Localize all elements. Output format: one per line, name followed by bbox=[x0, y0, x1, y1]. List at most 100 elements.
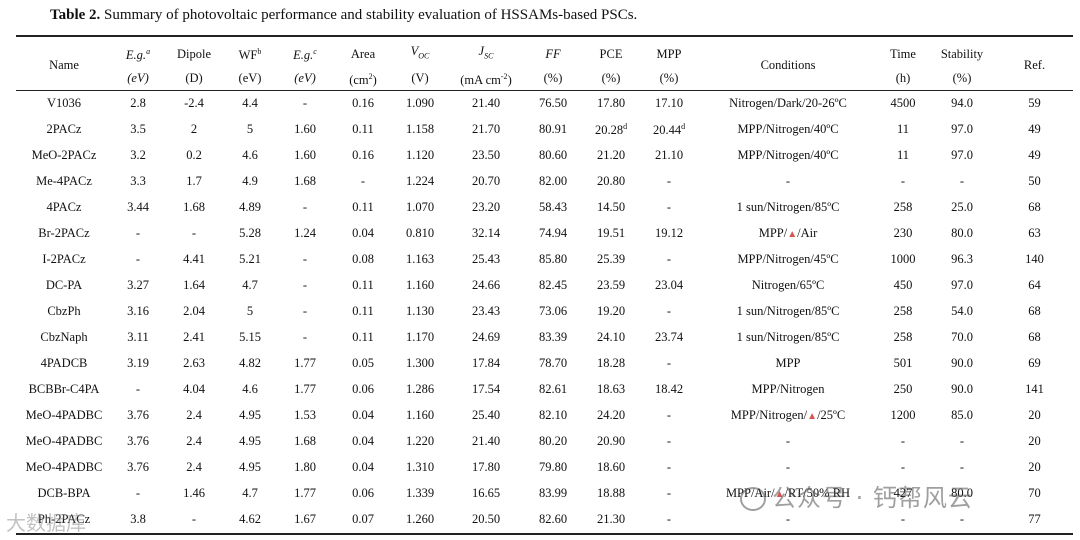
cell-pce: 20.28d bbox=[594, 121, 628, 137]
cell-jsc: 23.43 bbox=[471, 304, 501, 319]
cell-time: - bbox=[900, 460, 906, 475]
cell-egc: 1.68 bbox=[294, 174, 316, 189]
cell-area: 0.04 bbox=[352, 460, 374, 475]
cell-cond: - bbox=[785, 174, 791, 189]
watermark-secondary: 大数据库 bbox=[6, 507, 86, 536]
cell-jsc: 24.69 bbox=[471, 330, 501, 345]
cell-area: 0.04 bbox=[352, 434, 374, 449]
cell-mpp: - bbox=[666, 356, 672, 371]
cell-ref: 63 bbox=[1028, 226, 1041, 241]
cell-name: DCB-BPA bbox=[37, 486, 91, 501]
cell-area: 0.08 bbox=[352, 252, 374, 267]
cell-jsc: 32.14 bbox=[471, 226, 501, 241]
cell-ff: 82.10 bbox=[538, 408, 568, 423]
cell-ref: 20 bbox=[1028, 408, 1041, 423]
cell-eg: 3.19 bbox=[127, 356, 149, 371]
cell-egc: 1.60 bbox=[294, 122, 316, 137]
header-pce: PCE bbox=[599, 46, 623, 61]
cell-dipole: 0.2 bbox=[186, 148, 202, 163]
cell-stab: 90.0 bbox=[951, 382, 973, 397]
cell-stab: 97.0 bbox=[951, 122, 973, 137]
cell-dipole: 1.68 bbox=[183, 200, 205, 215]
cell-voc: 1.300 bbox=[405, 356, 435, 371]
cell-mpp: 21.10 bbox=[654, 148, 684, 163]
cell-eg: - bbox=[135, 226, 141, 241]
table-row: MeO-4PADBC 3.76 2.4 4.95 1.53 0.04 1.160 25.40 8… bbox=[16, 403, 1073, 429]
cell-name: 2PACz bbox=[46, 122, 82, 137]
cell-area: 0.07 bbox=[352, 512, 374, 527]
cell-jsc: 23.20 bbox=[471, 200, 501, 215]
cell-area: 0.11 bbox=[352, 330, 374, 345]
cell-voc: 1.130 bbox=[405, 304, 435, 319]
header-eg-c: E.g.c bbox=[293, 47, 317, 63]
cell-ref: 49 bbox=[1028, 148, 1041, 163]
header-eg-c-unit: (eV) bbox=[294, 71, 316, 86]
cell-dipole: 4.04 bbox=[183, 382, 205, 397]
cell-mpp: 23.04 bbox=[654, 278, 684, 293]
cell-area: 0.05 bbox=[352, 356, 374, 371]
cell-wf: 4.95 bbox=[239, 408, 261, 423]
cell-voc: 1.090 bbox=[405, 96, 435, 111]
cell-pce: 19.51 bbox=[596, 226, 626, 241]
cell-pce: 24.10 bbox=[596, 330, 626, 345]
cell-voc: 1.160 bbox=[405, 408, 435, 423]
cell-ff: 73.06 bbox=[538, 304, 568, 319]
cell-pce: 17.80 bbox=[596, 96, 626, 111]
cell-jsc: 17.84 bbox=[471, 356, 501, 371]
cell-cond: Nitrogen/Dark/20-26ºC bbox=[729, 96, 847, 111]
cell-mpp: - bbox=[666, 486, 672, 501]
cell-ff: 78.70 bbox=[538, 356, 568, 371]
cell-egc: - bbox=[302, 304, 308, 319]
cell-eg: 3.5 bbox=[130, 122, 146, 137]
cell-ref: 68 bbox=[1028, 304, 1041, 319]
cell-mpp: 17.10 bbox=[654, 96, 684, 111]
cell-stab: 85.0 bbox=[951, 408, 973, 423]
cell-wf: 4.62 bbox=[239, 512, 261, 527]
cell-area: 0.04 bbox=[352, 408, 374, 423]
table-row: 4PADCB 3.19 2.63 4.82 1.77 0.05 1.300 17.84 78.7… bbox=[16, 351, 1073, 377]
cell-dipole: 2.4 bbox=[186, 460, 202, 475]
cell-ff: 76.50 bbox=[538, 96, 568, 111]
cell-jsc: 17.54 bbox=[471, 382, 501, 397]
cell-jsc: 20.50 bbox=[471, 512, 501, 527]
cell-cond: MPP/Nitrogen/45ºC bbox=[737, 252, 839, 267]
header-eg-a-unit: (eV) bbox=[127, 71, 149, 86]
table-caption-label: Table 2. bbox=[50, 7, 101, 23]
table-row: V1036 2.8 -2.4 4.4 - 0.16 1.090 21.40 76.50 17.80… bbox=[16, 90, 1073, 117]
cell-time: 258 bbox=[893, 200, 913, 215]
watermark-text-secondary: 大数据库 bbox=[6, 511, 86, 535]
cell-ff: 82.00 bbox=[538, 174, 568, 189]
table-row: CbzNaph 3.11 2.41 5.15 - 0.11 1.170 24.69 83.39 2… bbox=[16, 325, 1073, 351]
cell-egc: - bbox=[302, 96, 308, 111]
cell-egc: - bbox=[302, 330, 308, 345]
cell-eg: - bbox=[135, 252, 141, 267]
cell-egc: 1.67 bbox=[294, 512, 316, 527]
cell-jsc: 20.70 bbox=[471, 174, 501, 189]
cell-stab: 80.0 bbox=[951, 486, 973, 501]
cell-eg: 3.3 bbox=[130, 174, 146, 189]
cell-eg: 3.76 bbox=[127, 434, 149, 449]
cell-eg: 3.2 bbox=[130, 148, 146, 163]
cell-dipole: 1.46 bbox=[183, 486, 205, 501]
cell-time: 1200 bbox=[890, 408, 916, 423]
cell-pce: 20.80 bbox=[596, 174, 626, 189]
cell-dipole: 1.64 bbox=[183, 278, 205, 293]
cell-eg: - bbox=[135, 486, 141, 501]
cell-time: 258 bbox=[893, 330, 913, 345]
cell-cond: MPP/Nitrogen/40ºC bbox=[737, 122, 839, 137]
cell-dipole: 4.41 bbox=[183, 252, 205, 267]
cell-egc: 1.68 bbox=[294, 434, 316, 449]
cell-wf: 4.95 bbox=[239, 434, 261, 449]
cell-dipole: 2.04 bbox=[183, 304, 205, 319]
header-name: Name bbox=[49, 58, 79, 73]
cell-area: 0.16 bbox=[352, 96, 374, 111]
cell-dipole: - bbox=[191, 226, 197, 241]
header-ff: FF bbox=[545, 46, 561, 61]
header-area-unit: (cm2) bbox=[349, 71, 377, 87]
cell-name: CbzPh bbox=[47, 304, 81, 319]
cell-cond: 1 sun/Nitrogen/85ºC bbox=[736, 200, 840, 215]
cell-jsc: 21.40 bbox=[471, 96, 501, 111]
cell-dipole: - bbox=[191, 512, 197, 527]
cell-dipole: 2.63 bbox=[183, 356, 205, 371]
cell-pce: 14.50 bbox=[596, 200, 626, 215]
